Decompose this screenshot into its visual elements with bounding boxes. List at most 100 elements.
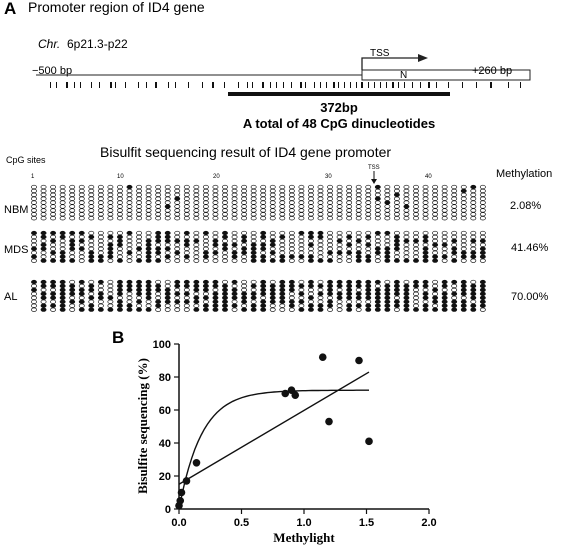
cpg-circle-mds <box>288 250 295 255</box>
cpg-circle-nbm <box>432 208 439 213</box>
cpg-circle-mds <box>479 230 486 236</box>
cpg-circle-mds <box>269 250 276 255</box>
cpg-circle-al <box>97 307 104 312</box>
cpg-circle-nbm <box>183 200 190 205</box>
cpg-circle-mds <box>327 230 333 236</box>
cpg-circle-al <box>78 283 85 289</box>
cpg-circle-al <box>31 279 37 285</box>
cpg-circle-al <box>422 279 429 285</box>
cpg-circle-nbm <box>136 184 142 190</box>
cpg-tick <box>175 82 176 88</box>
cpg-circle-mds <box>69 254 76 259</box>
cpg-circle-mds <box>136 250 142 255</box>
cpg-circle-nbm <box>422 192 429 197</box>
cpg-circle-al <box>327 279 333 285</box>
cpg-circle-al <box>422 303 429 308</box>
cpg-circle-al <box>231 283 238 289</box>
cpg-circle-nbm <box>97 208 104 213</box>
cpg-circle-nbm <box>355 184 362 190</box>
cpg-circle-al <box>183 295 190 300</box>
tss-arrowhead <box>418 54 428 62</box>
cpg-circle-mds <box>365 242 372 248</box>
cpg-circle-nbm <box>250 208 257 213</box>
cpg-circle-nbm <box>183 216 190 221</box>
cpg-circle-mds <box>40 254 47 259</box>
cpg-circle-nbm <box>298 188 305 194</box>
cpg-circle-al <box>136 303 142 308</box>
cpg-circle-nbm <box>69 212 76 217</box>
cpg-circle-nbm <box>451 192 458 197</box>
cpg-circle-mds <box>327 258 333 263</box>
cpg-circle-nbm <box>59 184 66 190</box>
data-points <box>175 353 373 510</box>
cpg-circle-al <box>69 303 76 308</box>
cpg-circle-nbm <box>193 204 200 209</box>
cpg-circle-al <box>441 279 448 285</box>
cpg-tick <box>380 82 381 88</box>
cpg-circle-nbm <box>164 188 171 194</box>
cpg-circle-mds <box>460 250 467 255</box>
cpg-circle-al <box>479 283 486 289</box>
cpg-circle-nbm <box>126 204 133 209</box>
cpg-circle-al <box>202 279 209 285</box>
cpg-circle-al <box>479 299 486 304</box>
cpg-circle-mds <box>479 254 486 259</box>
cpg-circle-nbm <box>193 208 200 213</box>
cpg-circle-mds <box>346 254 353 259</box>
cpg-circle-al <box>164 295 171 300</box>
cpg-circle-al <box>155 291 162 297</box>
cpg-circle-nbm <box>116 192 123 197</box>
cpg-circle-nbm <box>432 200 439 205</box>
cpg-circle-nbm <box>336 204 343 209</box>
cpg-circle-nbm <box>460 196 467 201</box>
cpg-circle-al <box>59 295 66 300</box>
cpg-circle-mds <box>174 250 181 255</box>
cpg-circle-al <box>241 307 248 312</box>
cpg-circle-mds <box>317 254 324 259</box>
x-tick-label: 1.5 <box>359 517 374 529</box>
cpg-tick <box>333 82 335 88</box>
site-number-10: 10 <box>117 174 124 180</box>
cpg-circle-al <box>250 287 257 293</box>
site-number-1: 1 <box>31 174 35 180</box>
cpg-circle-mds <box>174 238 181 244</box>
cpg-circle-al <box>145 291 152 297</box>
cpg-circle-al <box>202 295 209 300</box>
cpg-tick <box>138 82 139 88</box>
cpg-circle-nbm <box>164 192 171 197</box>
cpg-circle-nbm <box>164 200 171 205</box>
cpg-circle-nbm <box>384 196 391 201</box>
cpg-circle-nbm <box>327 212 333 217</box>
cpg-circle-nbm <box>174 204 181 209</box>
cpg-circle-nbm <box>365 216 372 221</box>
cpg-circle-mds <box>107 242 114 248</box>
cpg-circle-al <box>136 295 142 300</box>
cpg-circle-al <box>298 291 305 297</box>
cpg-circle-mds <box>155 242 162 248</box>
cpg-circle-al <box>279 303 286 308</box>
cpg-circle-nbm <box>470 192 477 197</box>
cpg-circle-mds <box>145 246 152 251</box>
cpg-circle-nbm <box>432 188 439 194</box>
cpg-circle-al <box>288 279 295 285</box>
cpg-tick <box>448 82 449 88</box>
cpg-tick <box>238 82 239 88</box>
cpg-circle-mds <box>288 258 295 263</box>
cpg-circle-mds <box>193 254 200 259</box>
cpg-circle-al <box>126 287 133 293</box>
cpg-circle-al <box>88 295 95 300</box>
data-point <box>281 389 290 398</box>
cpg-circle-mds <box>288 230 295 236</box>
cpg-circle-nbm <box>384 208 391 213</box>
cpg-circle-mds <box>107 234 114 240</box>
cpg-circle-nbm <box>308 212 314 217</box>
cpg-circle-al <box>384 283 391 289</box>
cpg-circle-al <box>308 307 314 312</box>
cpg-circle-al <box>317 303 324 308</box>
cpg-circle-mds <box>116 238 123 244</box>
cpg-circle-mds <box>155 246 162 251</box>
cpg-tick <box>398 82 399 88</box>
cpg-circle-al <box>327 307 333 312</box>
cpg-circle-al <box>183 291 190 297</box>
cpg-circle-nbm <box>269 216 276 221</box>
